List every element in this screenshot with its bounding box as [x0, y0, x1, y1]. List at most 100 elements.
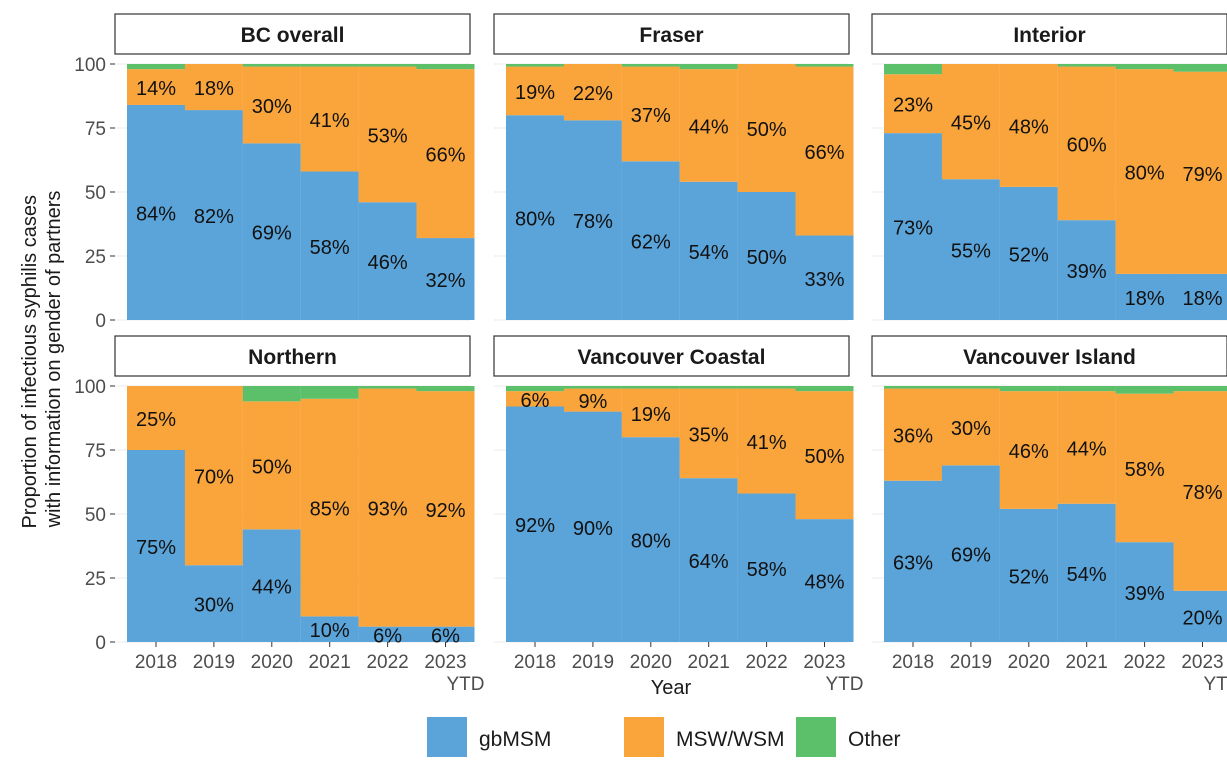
legend-label: gbMSM [479, 728, 551, 751]
panel-fraser: Fraser 80% 19% 78% 22% 62% 37% 54% 44% 50% 50% 33% 6… [493, 13, 854, 321]
bar-other [795, 386, 854, 392]
data-label-gbmsm: 18% [1125, 288, 1165, 310]
data-label-msw-wsm: 58% [1125, 459, 1165, 481]
bar-msw-wsm [1057, 391, 1116, 504]
bar-msw-wsm [416, 69, 475, 239]
data-label-gbmsm: 75% [136, 537, 176, 559]
bar-msw-wsm [300, 398, 359, 617]
bar-gbmsm [1115, 273, 1174, 320]
bar-other [1173, 386, 1227, 392]
bar-msw-wsm [1115, 69, 1174, 274]
legend-item-gbmsm: gbMSM [427, 717, 551, 757]
bar-msw-wsm [884, 388, 942, 481]
bar-other [884, 64, 942, 75]
data-label-gbmsm: 63% [893, 552, 933, 574]
bar-other [884, 386, 942, 389]
bar-other [621, 64, 680, 67]
data-label-msw-wsm: 70% [194, 467, 234, 489]
data-label-msw-wsm: 22% [573, 83, 613, 105]
x-tick-label: 2022 [745, 652, 787, 673]
bar-gbmsm [184, 110, 243, 320]
data-label-gbmsm: 92% [515, 515, 555, 537]
bar-other [737, 386, 796, 389]
data-label-gbmsm: 18% [1182, 288, 1222, 310]
bar-msw-wsm [737, 64, 796, 192]
panel-strip [114, 13, 471, 55]
panel-northern: Northern 0 25 50 75 100 75% 25% 2018 30% 70% 2019 44… [74, 335, 485, 695]
data-label-msw-wsm: 18% [194, 78, 234, 100]
panel-title: Vancouver Island [963, 346, 1136, 369]
y-tick-label: 75 [85, 441, 106, 462]
data-label-gbmsm: 80% [515, 209, 555, 231]
y-tick-label: 0 [95, 311, 106, 332]
data-label-gbmsm: 90% [573, 518, 613, 540]
bar-gbmsm [621, 161, 680, 320]
bar-msw-wsm [563, 388, 622, 412]
bar-gbmsm [679, 478, 738, 642]
data-label-msw-wsm: 80% [1125, 163, 1165, 185]
y-tick-label: 50 [85, 183, 106, 204]
bar-msw-wsm [679, 388, 738, 479]
data-label-msw-wsm: 53% [368, 125, 408, 147]
data-label-msw-wsm: 6% [521, 390, 550, 412]
y-tick-label: 50 [85, 505, 106, 526]
bar-other [621, 386, 680, 389]
data-label-msw-wsm: 19% [631, 404, 671, 426]
data-label-msw-wsm: 50% [252, 456, 292, 478]
data-label-msw-wsm: 41% [310, 110, 350, 132]
x-tick-label: 2023 [803, 652, 845, 673]
data-label-msw-wsm: 50% [747, 119, 787, 141]
y-axis-label: Proportion of infectious syphilis cases … [19, 189, 65, 528]
bar-other [358, 64, 417, 67]
bar-gbmsm [795, 519, 854, 642]
x-tick-label: 2021 [309, 652, 351, 673]
data-label-gbmsm: 80% [631, 531, 671, 553]
bar-gbmsm [563, 120, 622, 320]
bar-gbmsm [506, 406, 564, 642]
bar-msw-wsm [506, 66, 564, 116]
data-label-msw-wsm: 30% [951, 418, 991, 440]
legend-label: Other [848, 728, 901, 751]
data-label-msw-wsm: 25% [136, 409, 176, 431]
bar-gbmsm [416, 626, 475, 642]
data-label-gbmsm: 50% [747, 247, 787, 269]
bar-other [1115, 386, 1174, 394]
bar-msw-wsm [795, 391, 854, 520]
data-label-gbmsm: 64% [689, 551, 729, 573]
legend-swatch [427, 717, 467, 757]
data-label-msw-wsm: 19% [515, 82, 555, 104]
x-tick-label: 2022 [1123, 652, 1165, 673]
data-label-msw-wsm: 92% [425, 500, 465, 522]
bar-msw-wsm [884, 74, 942, 134]
legend-item-other: Other [796, 717, 901, 757]
bar-msw-wsm [941, 388, 1000, 466]
bar-msw-wsm [416, 391, 475, 627]
bar-msw-wsm [184, 64, 243, 111]
panel-strip [493, 13, 850, 55]
bar-msw-wsm [242, 66, 301, 144]
bar-other [127, 64, 185, 70]
bar-msw-wsm [358, 66, 417, 203]
data-label-gbmsm: 39% [1125, 583, 1165, 605]
x-tick-label: 2021 [1066, 652, 1108, 673]
data-label-gbmsm: 32% [425, 270, 465, 292]
data-label-gbmsm: 54% [689, 242, 729, 264]
data-label-msw-wsm: 50% [804, 446, 844, 468]
panel-strip [493, 335, 850, 377]
data-label-gbmsm: 78% [573, 211, 613, 233]
bar-gbmsm [999, 508, 1058, 642]
data-label-gbmsm: 82% [194, 206, 234, 228]
data-label-msw-wsm: 41% [747, 432, 787, 454]
x-tick-label: 2019 [950, 652, 992, 673]
x-tick-label: 2023 [424, 652, 466, 673]
data-label-gbmsm: 39% [1067, 261, 1107, 283]
data-label-gbmsm: 46% [368, 252, 408, 274]
data-label-gbmsm: 84% [136, 203, 176, 225]
data-label-msw-wsm: 9% [578, 391, 607, 413]
data-label-msw-wsm: 23% [893, 95, 933, 117]
data-label-gbmsm: 44% [252, 577, 292, 599]
x-tick-label: 2022 [366, 652, 408, 673]
y-tick-label: 0 [95, 633, 106, 654]
bar-gbmsm [184, 565, 243, 642]
bar-gbmsm [1115, 542, 1174, 642]
